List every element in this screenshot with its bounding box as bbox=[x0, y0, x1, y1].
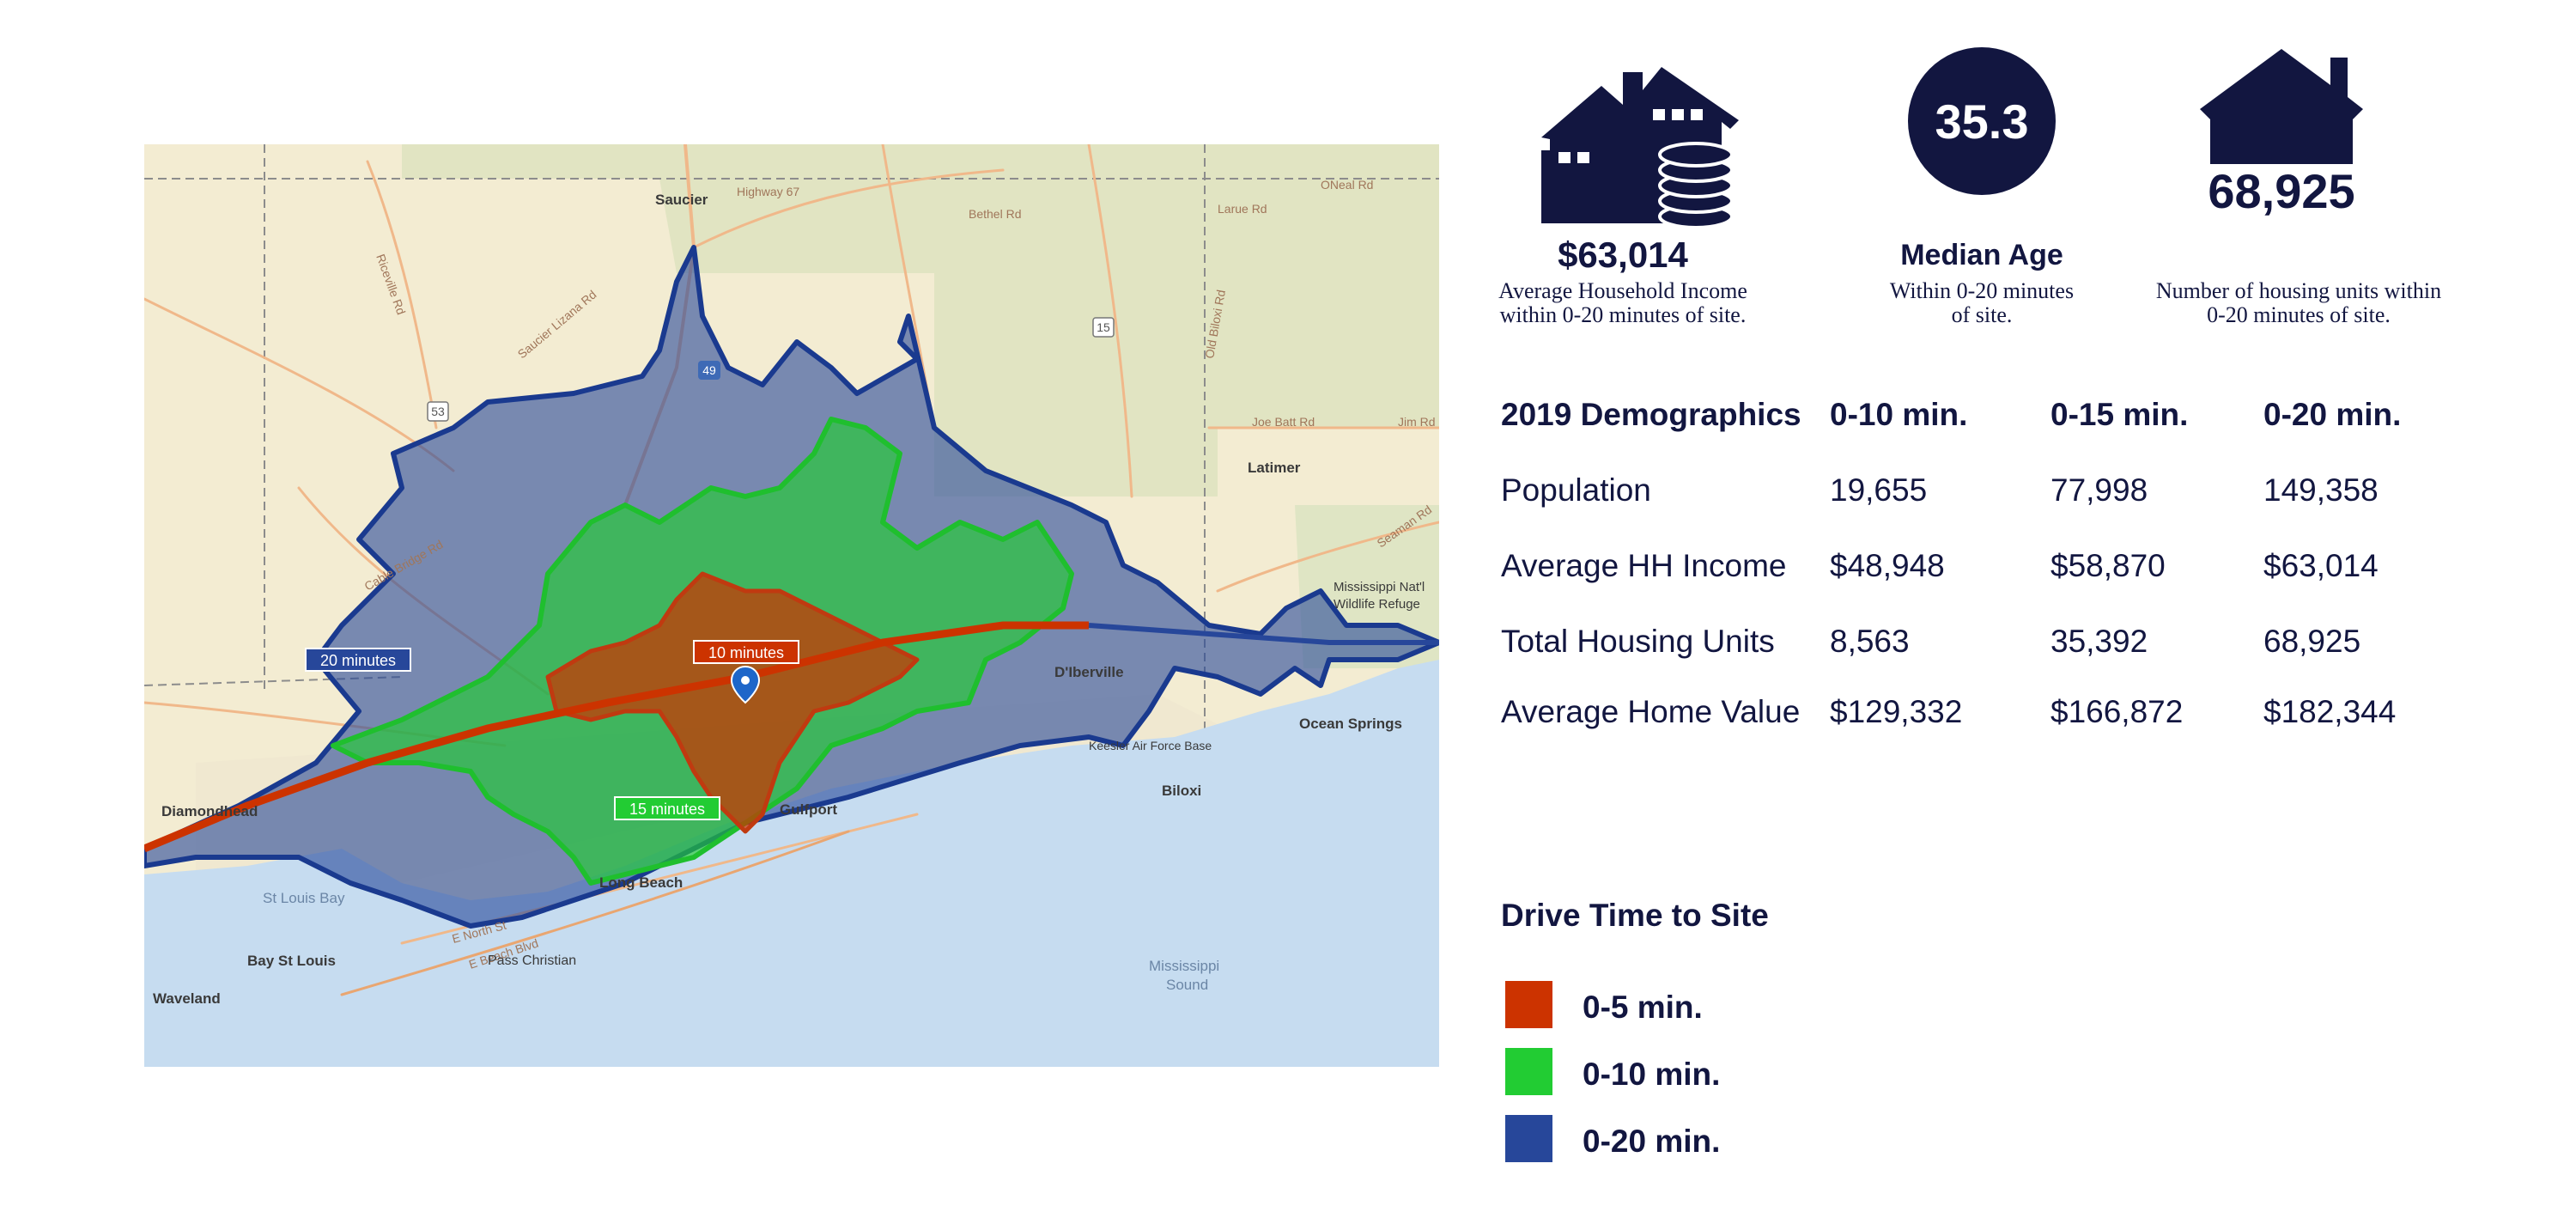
map-water bbox=[144, 660, 1439, 1067]
interstate-10 bbox=[144, 621, 1089, 853]
table-cell: $182,344 bbox=[2263, 694, 2397, 729]
table-cell: 149,358 bbox=[2263, 472, 2379, 508]
place-label: D'Iberville bbox=[1054, 664, 1124, 680]
legend-swatch bbox=[1505, 1115, 1552, 1162]
legend-item-10-min: 0-10 min. bbox=[1501, 1048, 2016, 1099]
house-icon bbox=[2200, 49, 2363, 164]
shield-15: 15 bbox=[1097, 320, 1110, 334]
legend-label: 0-10 min. bbox=[1583, 1057, 1721, 1092]
table-cell: 8,563 bbox=[1830, 624, 1910, 659]
housing-value: 68,925 bbox=[2208, 164, 2355, 218]
place-label: Long Beach bbox=[599, 874, 683, 891]
place-label: Mississippi Nat'l bbox=[1334, 580, 1425, 594]
table-row: Total Housing Units 8,563 35,392 68,925 bbox=[1501, 624, 2488, 675]
legend-item-20-min: 0-20 min. bbox=[1501, 1115, 2016, 1166]
column-header: 0-15 min. bbox=[2050, 397, 2189, 432]
age-caption-line-1: Within 0-20 minutes bbox=[1889, 278, 2075, 303]
housing-caption-line-1: Number of housing units within bbox=[2155, 278, 2442, 303]
place-label: Pass Christian bbox=[488, 953, 576, 968]
road-label: Highway 67 bbox=[737, 185, 799, 198]
place-label: Diamondhead bbox=[161, 803, 258, 819]
tag-15-minutes: 15 minutes bbox=[614, 796, 720, 820]
place-label: Wildlife Refuge bbox=[1334, 597, 1420, 612]
place-label: Keesler Air Force Base bbox=[1089, 739, 1212, 752]
zone-5-polygon bbox=[545, 571, 920, 834]
legend-label: 0-5 min. bbox=[1583, 990, 1703, 1025]
income-caption-line-2: within 0-20 minutes of site. bbox=[1499, 302, 1747, 327]
age-caption: Within 0-20 minutes of site. bbox=[1827, 279, 2136, 327]
table-cell: 68,925 bbox=[2263, 624, 2361, 659]
table-cell: $48,948 bbox=[1830, 548, 1945, 583]
county-boundaries bbox=[144, 144, 1439, 1067]
column-header: 2019 Demographics bbox=[1501, 397, 1801, 432]
table-row: Average HH Income $48,948 $58,870 $63,01… bbox=[1501, 548, 2488, 600]
tag-20-minutes: 20 minutes bbox=[305, 648, 411, 672]
income-caption-line-1: Average Household Income bbox=[1498, 278, 1747, 303]
shield-53: 53 bbox=[431, 405, 445, 418]
legend-item-5-min: 0-5 min. bbox=[1501, 981, 2016, 1032]
place-label: Waveland bbox=[153, 990, 221, 1007]
road-label: Jim Rd bbox=[1398, 415, 1436, 429]
road-label: Larue Rd bbox=[1218, 202, 1267, 216]
column-header: 0-20 min. bbox=[2263, 397, 2402, 432]
house-coins-icon bbox=[1541, 67, 1739, 228]
road-label: Joe Batt Rd bbox=[1252, 415, 1315, 429]
table-cell: $129,332 bbox=[1830, 694, 1963, 729]
site-pin-icon bbox=[730, 665, 761, 704]
housing-caption: Number of housing units within 0-20 minu… bbox=[2110, 279, 2488, 327]
place-label: Saucier bbox=[655, 192, 708, 208]
bay-water bbox=[144, 874, 419, 995]
place-label: Biloxi bbox=[1162, 783, 1201, 799]
tag-15-text: 15 minutes bbox=[629, 801, 705, 818]
tag-10-text: 10 minutes bbox=[708, 644, 784, 661]
table-cell: $63,014 bbox=[2263, 548, 2379, 583]
legend-label: 0-20 min. bbox=[1583, 1124, 1721, 1159]
table-cell: $58,870 bbox=[2050, 548, 2166, 583]
water-label: Sound bbox=[1166, 977, 1208, 993]
forest-area bbox=[402, 144, 1439, 496]
route-shields: 49 15 53 bbox=[427, 317, 1115, 422]
tag-10-minutes: 10 minutes bbox=[693, 640, 799, 664]
drive-time-map[interactable]: 49 15 53 Highway 67 Bethel Rd Larue Rd O… bbox=[144, 144, 1439, 1067]
row-label: Average Home Value bbox=[1501, 694, 1801, 729]
road-label: ONeal Rd bbox=[1321, 178, 1373, 192]
table-cell: 19,655 bbox=[1830, 472, 1928, 508]
legend-swatch bbox=[1505, 1048, 1552, 1095]
legend-swatch bbox=[1505, 981, 1552, 1028]
housing-caption-line-2: 0-20 minutes of site. bbox=[2207, 302, 2391, 327]
place-label: Ocean Springs bbox=[1299, 716, 1402, 732]
table-cell: $166,872 bbox=[2050, 694, 2184, 729]
median-age-title: Median Age bbox=[1900, 239, 2063, 271]
drive-time-legend: Drive Time to Site 0-5 min. 0-10 min. 0-… bbox=[1501, 898, 2016, 1172]
age-caption-line-2: of site. bbox=[1951, 302, 2013, 327]
income-caption: Average Household Income within 0-20 min… bbox=[1460, 279, 1786, 327]
table-row: Average Home Value $129,332 $166,872 $18… bbox=[1501, 694, 2488, 746]
row-label: Total Housing Units bbox=[1501, 624, 1775, 659]
row-label: Average HH Income bbox=[1501, 548, 1787, 583]
legend-title: Drive Time to Site bbox=[1501, 898, 1769, 933]
place-label: Bay St Louis bbox=[247, 953, 336, 969]
table-cell: 35,392 bbox=[2050, 624, 2148, 659]
water-label: Mississippi bbox=[1149, 958, 1219, 974]
row-label: Population bbox=[1501, 472, 1651, 508]
road-label: Bethel Rd bbox=[969, 207, 1021, 221]
place-label: Gulfport bbox=[780, 801, 837, 818]
tag-20-text: 20 minutes bbox=[320, 652, 396, 669]
median-age-badge: 35.3 bbox=[1908, 47, 2056, 195]
income-value: $63,014 bbox=[1558, 234, 1688, 275]
table-header-row: 2019 Demographics 0-10 min. 0-15 min. 0-… bbox=[1501, 397, 2488, 448]
shield-49: 49 bbox=[702, 363, 716, 377]
table-row: Population 19,655 77,998 149,358 bbox=[1501, 472, 2488, 524]
place-label: Latimer bbox=[1248, 460, 1301, 476]
median-age-value: 35.3 bbox=[1935, 94, 2029, 149]
column-header: 0-10 min. bbox=[1830, 397, 1968, 432]
water-label: St Louis Bay bbox=[263, 890, 345, 906]
table-cell: 77,998 bbox=[2050, 472, 2148, 508]
